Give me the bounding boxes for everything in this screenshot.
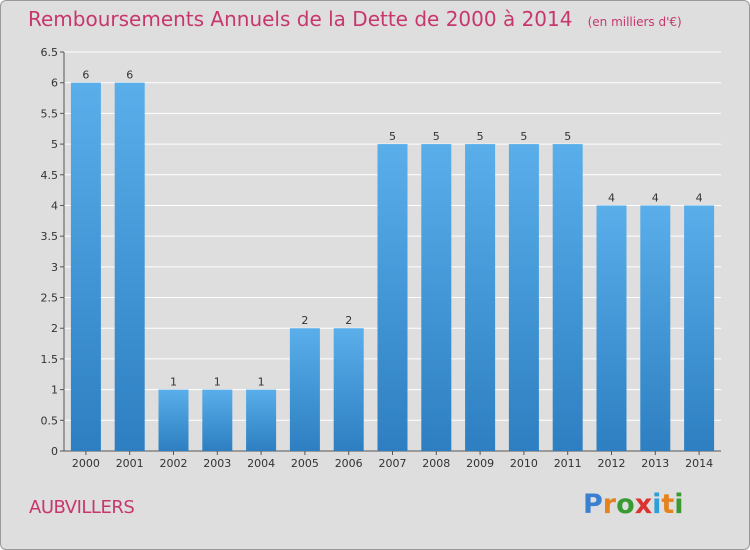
- commune-name: AUBVILLERS: [29, 497, 135, 518]
- x-tick-label: 2014: [685, 457, 713, 470]
- data-label: 6: [82, 69, 89, 82]
- y-tick-label: 2: [51, 322, 58, 335]
- y-tick-label: 3.5: [41, 230, 59, 243]
- x-tick-label: 2002: [160, 457, 188, 470]
- data-label: 5: [433, 130, 440, 143]
- bar: [596, 205, 627, 451]
- x-tick-label: 2000: [72, 457, 100, 470]
- data-label: 1: [258, 376, 265, 389]
- data-label: 1: [170, 376, 177, 389]
- logo-letter: x: [634, 489, 653, 520]
- y-tick-label: 2.5: [41, 292, 59, 305]
- logo-letter: i: [652, 489, 662, 520]
- bar: [158, 389, 189, 451]
- x-tick-label: 2003: [203, 457, 231, 470]
- chart-title: Remboursements Annuels de la Dette de 20…: [28, 7, 573, 31]
- y-tick-label: 1: [51, 384, 58, 397]
- x-tick-label: 2005: [291, 457, 319, 470]
- x-tick-label: 2009: [466, 457, 494, 470]
- logo-letter: i: [674, 489, 684, 520]
- y-tick-labels: 0 0.5 1 1.5 2 2.5 3 3.5 4 4.5 5 5.5 6 6.5: [41, 46, 59, 458]
- bar: [202, 389, 233, 451]
- bar: [246, 389, 277, 451]
- data-label: 2: [301, 314, 308, 327]
- y-tick-label: 3: [51, 261, 58, 274]
- bar: [377, 144, 408, 452]
- y-tick-label: 5.5: [41, 107, 59, 120]
- y-tick-label: 0: [51, 445, 58, 458]
- x-tick-label: 2006: [335, 457, 363, 470]
- data-label: 5: [520, 130, 527, 143]
- data-label: 5: [389, 130, 396, 143]
- bar: [70, 82, 101, 451]
- data-label: 1: [214, 376, 221, 389]
- bar: [421, 144, 452, 452]
- bar: [684, 205, 715, 451]
- data-label: 5: [477, 130, 484, 143]
- bar: [465, 144, 496, 452]
- data-label: 4: [652, 191, 659, 204]
- y-tick-label: 6: [51, 77, 58, 90]
- chart-unit-note: (en milliers d'€): [587, 15, 682, 29]
- x-tick-label: 2013: [641, 457, 669, 470]
- data-label: 4: [608, 191, 615, 204]
- bar: [508, 144, 539, 452]
- logo-letter: r: [602, 489, 617, 520]
- y-tick-label: 6.5: [41, 46, 59, 59]
- bar: [640, 205, 671, 451]
- x-tick-label: 2008: [422, 457, 450, 470]
- data-label: 6: [126, 69, 133, 82]
- bars: [70, 82, 715, 452]
- y-tick-label: 4.5: [41, 169, 59, 182]
- logo-letter: P: [583, 489, 603, 520]
- x-tick-label: 2007: [379, 457, 407, 470]
- chart-title-block: Remboursements Annuels de la Dette de 20…: [28, 7, 682, 31]
- x-tick-labels: 2000 2001 2002 2003 2004 2005 2006 2007 2008 2009…: [72, 451, 713, 470]
- data-label: 5: [564, 130, 571, 143]
- x-tick-label: 2004: [247, 457, 275, 470]
- x-tick-label: 2012: [598, 457, 626, 470]
- data-label: 4: [696, 191, 703, 204]
- logo-letter: t: [661, 489, 675, 520]
- y-tick-label: 4: [51, 199, 58, 212]
- bar: [114, 82, 145, 451]
- x-tick-label: 2010: [510, 457, 538, 470]
- bar: [289, 328, 320, 451]
- data-labels: 6 6 1 1 1 2 2 5 5 5 5 5 4 4 4: [82, 69, 702, 389]
- bar: [552, 144, 583, 452]
- x-tick-label: 2011: [554, 457, 582, 470]
- bar: [333, 328, 364, 451]
- y-tick-label: 1.5: [41, 353, 59, 366]
- x-tick-label: 2001: [116, 457, 144, 470]
- data-label: 2: [345, 314, 352, 327]
- y-tick-label: 0.5: [41, 414, 59, 427]
- logo-letter: o: [616, 489, 635, 520]
- proxiti-logo[interactable]: Proxiti: [583, 489, 684, 520]
- y-tick-label: 5: [51, 138, 58, 151]
